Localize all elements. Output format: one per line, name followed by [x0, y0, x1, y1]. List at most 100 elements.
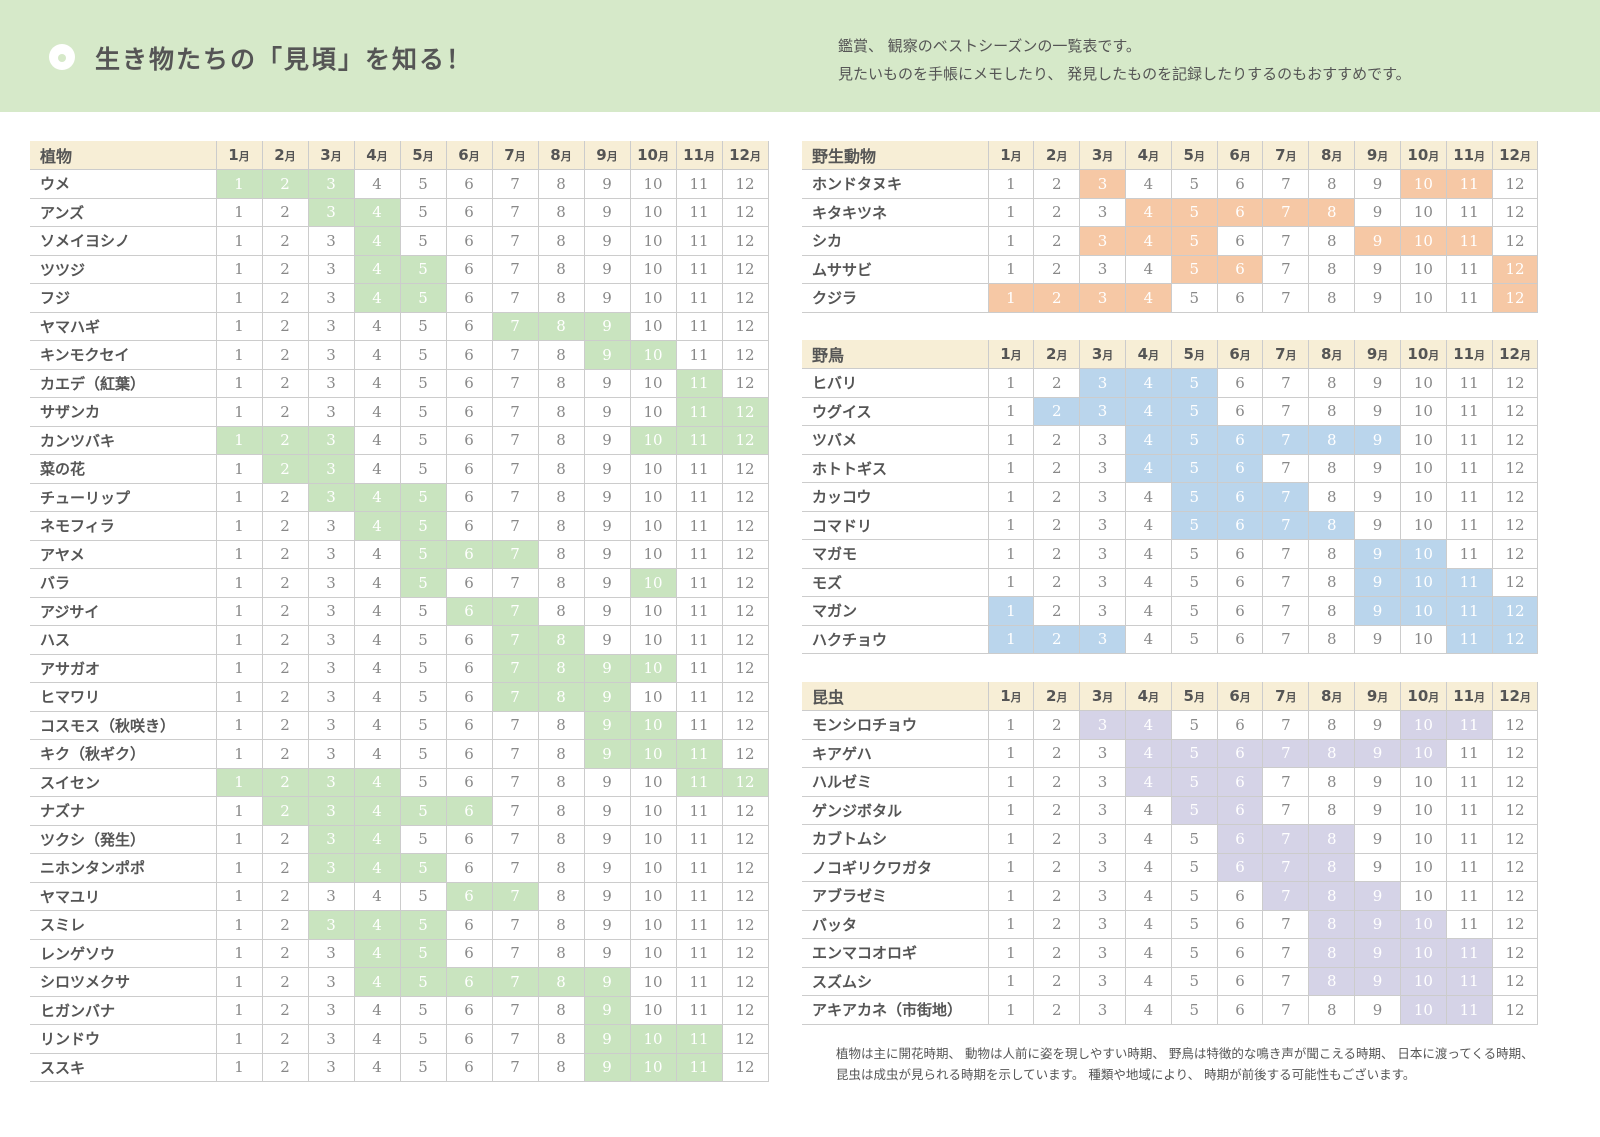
month-cell: 11 — [1446, 226, 1493, 256]
month-cell: 3 — [308, 796, 355, 826]
month-cell: 10 — [1400, 596, 1447, 626]
month-cell: 3 — [308, 369, 355, 398]
month-cell: 2 — [262, 540, 309, 569]
month-cell: 4 — [354, 226, 401, 256]
month-cell: 11 — [676, 882, 723, 911]
month-header: 5月 — [1171, 141, 1218, 170]
month-cell: 7 — [492, 825, 539, 854]
month-cell: 6 — [446, 882, 493, 911]
month-number: 12 — [1499, 146, 1520, 164]
month-cell: 11 — [1446, 995, 1493, 1025]
month-cell: 2 — [1033, 739, 1081, 768]
row: ウメ 1 2 3 4 5 6 7 8 9 10 11 12 — [30, 169, 769, 199]
month-cell: 12 — [1492, 198, 1539, 227]
month-unit: 月 — [1239, 349, 1251, 362]
month-cell: 5 — [400, 540, 447, 569]
month-cell: 5 — [1171, 881, 1218, 911]
month-cell: 11 — [676, 568, 723, 598]
month-cell: 1 — [216, 198, 263, 227]
month-cell: 6 — [446, 198, 493, 227]
month-cell: 8 — [538, 397, 585, 427]
month-unit: 月 — [1056, 349, 1068, 362]
month-cell: 1 — [988, 425, 1035, 455]
month-cell: 10 — [1400, 853, 1447, 882]
month-cell: 3 — [308, 996, 355, 1025]
month-cell: 12 — [722, 198, 769, 227]
month-cell: 10 — [1400, 625, 1447, 654]
month-header: 8月 — [538, 141, 585, 170]
row: アジサイ 1 2 3 4 5 6 7 8 9 10 11 12 — [30, 597, 769, 626]
month-cell: 12 — [722, 1024, 769, 1054]
month-cell: 9 — [1354, 454, 1401, 483]
month-cell: 3 — [1079, 169, 1126, 199]
month-cell: 8 — [538, 910, 585, 940]
month-cell: 3 — [308, 511, 355, 541]
month-number: 8 — [550, 146, 561, 164]
month-cell: 11 — [1446, 967, 1493, 996]
month-cell: 4 — [1125, 853, 1172, 882]
month-cell: 4 — [354, 426, 401, 455]
month-unit: 月 — [514, 150, 526, 163]
season-table: 昆虫 1月 2月 3月 4月 5月 6月 7月 8月 9月 10月 11月 12月 モンシロチョウ 1 2 3 4… — [802, 682, 1539, 1025]
row-name: ホンドタヌキ — [802, 169, 989, 199]
month-cell: 11 — [676, 283, 723, 313]
month-cell: 12 — [1492, 169, 1539, 199]
month-cell: 12 — [722, 739, 769, 769]
month-cell: 12 — [1492, 767, 1539, 797]
month-cell: 7 — [1262, 169, 1310, 199]
month-cell: 3 — [308, 283, 355, 313]
month-cell: 5 — [400, 796, 447, 826]
month-cell: 4 — [1125, 454, 1172, 483]
month-unit: 月 — [1428, 691, 1440, 704]
month-cell: 7 — [1262, 198, 1310, 227]
row: ナズナ 1 2 3 4 5 6 7 8 9 10 11 12 — [30, 796, 769, 826]
month-cell: 3 — [308, 768, 355, 797]
month-cell: 6 — [446, 825, 493, 854]
month-cell: 10 — [1400, 198, 1447, 227]
month-cell: 5 — [400, 967, 447, 997]
month-cell: 8 — [538, 682, 585, 712]
month-cell: 8 — [1308, 881, 1356, 911]
month-cell: 7 — [492, 540, 539, 569]
month-cell: 12 — [1492, 910, 1539, 939]
month-cell: 9 — [1354, 568, 1401, 597]
month-cell: 4 — [1125, 226, 1172, 256]
month-cell: 5 — [1171, 511, 1218, 540]
month-cell: 11 — [1446, 910, 1493, 939]
row-name: カッコウ — [802, 482, 989, 512]
description-line: 見たいものを手帳にメモしたり、 発見したものを記録したりするのもおすすめです。 — [838, 65, 1411, 83]
month-cell: 7 — [492, 910, 539, 940]
month-cell: 11 — [676, 739, 723, 769]
month-header: 2月 — [1033, 340, 1081, 369]
month-cell: 9 — [584, 682, 631, 712]
month-cell: 12 — [1492, 397, 1539, 426]
row-name: マガン — [802, 596, 989, 626]
month-number: 7 — [1275, 146, 1286, 164]
month-cell: 4 — [354, 340, 401, 370]
month-cell: 10 — [1400, 881, 1447, 911]
month-cell: 11 — [676, 711, 723, 740]
month-cell: 2 — [262, 597, 309, 626]
month-cell: 12 — [1492, 739, 1539, 768]
month-cell: 7 — [1262, 397, 1310, 426]
row: フジ 1 2 3 4 5 6 7 8 9 10 11 12 — [30, 283, 769, 313]
month-cell: 6 — [1217, 967, 1264, 996]
month-cell: 11 — [1446, 568, 1493, 597]
month-cell: 2 — [1033, 198, 1081, 227]
month-cell: 1 — [216, 483, 263, 512]
month-unit: 月 — [1239, 691, 1251, 704]
month-cell: 8 — [1308, 995, 1356, 1025]
month-cell: 6 — [1217, 397, 1264, 426]
month-cell: 9 — [584, 625, 631, 655]
section-title: 野鳥 — [802, 340, 989, 369]
month-cell: 2 — [262, 226, 309, 256]
month-cell: 9 — [1354, 881, 1401, 911]
month-cell: 10 — [1400, 938, 1447, 968]
month-cell: 9 — [1354, 710, 1401, 740]
month-cell: 1 — [216, 426, 263, 455]
section-title: 昆虫 — [802, 682, 989, 711]
month-cell: 4 — [1125, 425, 1172, 455]
month-cell: 10 — [1400, 454, 1447, 483]
month-cell: 9 — [1354, 397, 1401, 426]
month-unit: 月 — [1474, 150, 1486, 163]
